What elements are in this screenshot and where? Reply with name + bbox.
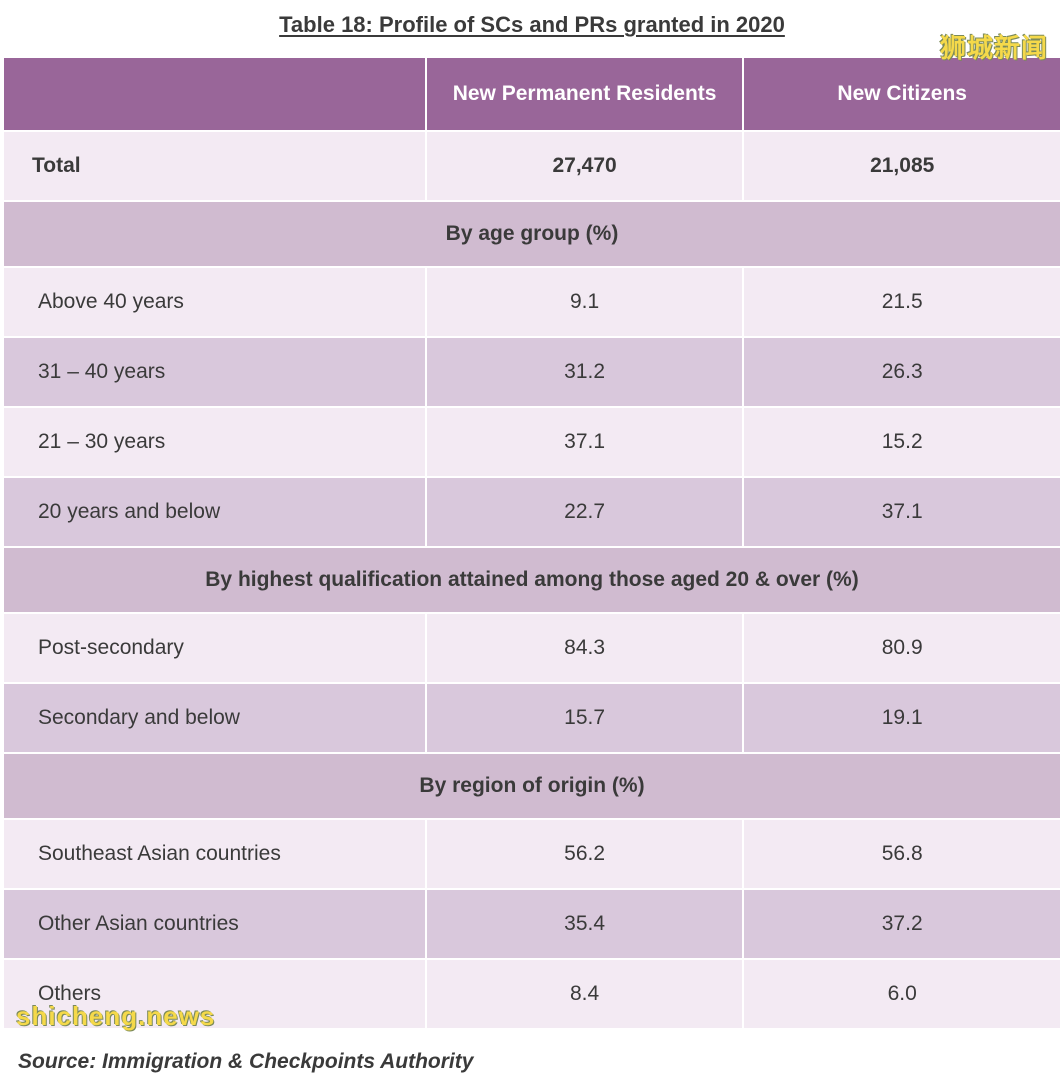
total-pr: 27,470 (427, 132, 743, 200)
row-citizen: 37.1 (744, 478, 1060, 546)
row-pr: 31.2 (427, 338, 743, 406)
row-pr: 9.1 (427, 268, 743, 336)
row-citizen: 19.1 (744, 684, 1060, 752)
row-pr: 8.4 (427, 960, 743, 1028)
total-label: Total (4, 132, 425, 200)
header-pr: New Permanent Residents (427, 58, 743, 130)
table-row: Other Asian countries 35.4 37.2 (4, 890, 1060, 958)
section-heading: By age group (%) (4, 202, 1060, 266)
row-label: 31 – 40 years (4, 338, 425, 406)
header-citizen: New Citizens (744, 58, 1060, 130)
table-row: 20 years and below 22.7 37.1 (4, 478, 1060, 546)
section-heading: By highest qualification attained among … (4, 548, 1060, 612)
table-row: Above 40 years 9.1 21.5 (4, 268, 1060, 336)
row-citizen: 26.3 (744, 338, 1060, 406)
row-citizen: 21.5 (744, 268, 1060, 336)
row-label: Secondary and below (4, 684, 425, 752)
table-row: Post-secondary 84.3 80.9 (4, 614, 1060, 682)
table-row: 21 – 30 years 37.1 15.2 (4, 408, 1060, 476)
row-pr: 15.7 (427, 684, 743, 752)
row-citizen: 37.2 (744, 890, 1060, 958)
section-heading-text: By region of origin (%) (4, 754, 1060, 818)
row-pr: 37.1 (427, 408, 743, 476)
row-label: Other Asian countries (4, 890, 425, 958)
row-citizen: 56.8 (744, 820, 1060, 888)
data-table: New Permanent Residents New Citizens Tot… (2, 56, 1062, 1030)
row-label: 21 – 30 years (4, 408, 425, 476)
section-heading-text: By age group (%) (4, 202, 1060, 266)
total-citizen: 21,085 (744, 132, 1060, 200)
row-pr: 35.4 (427, 890, 743, 958)
row-label: 20 years and below (4, 478, 425, 546)
row-label: Post-secondary (4, 614, 425, 682)
section-heading-text: By highest qualification attained among … (4, 548, 1060, 612)
table-row: 31 – 40 years 31.2 26.3 (4, 338, 1060, 406)
row-citizen: 15.2 (744, 408, 1060, 476)
row-citizen: 80.9 (744, 614, 1060, 682)
row-pr: 22.7 (427, 478, 743, 546)
table-row: Secondary and below 15.7 19.1 (4, 684, 1060, 752)
header-empty (4, 58, 425, 130)
source-note: Source: Immigration & Checkpoints Author… (0, 1030, 1064, 1074)
table-row: Southeast Asian countries 56.2 56.8 (4, 820, 1060, 888)
row-label: Southeast Asian countries (4, 820, 425, 888)
watermark-top: 狮城新闻 (940, 28, 1048, 65)
table-title: Table 18: Profile of SCs and PRs granted… (0, 0, 1064, 56)
row-pr: 56.2 (427, 820, 743, 888)
row-label: Above 40 years (4, 268, 425, 336)
watermark-bottom: shicheng.news (16, 1001, 215, 1032)
row-citizen: 6.0 (744, 960, 1060, 1028)
row-pr: 84.3 (427, 614, 743, 682)
table-header-row: New Permanent Residents New Citizens (4, 58, 1060, 130)
section-heading: By region of origin (%) (4, 754, 1060, 818)
total-row: Total 27,470 21,085 (4, 132, 1060, 200)
